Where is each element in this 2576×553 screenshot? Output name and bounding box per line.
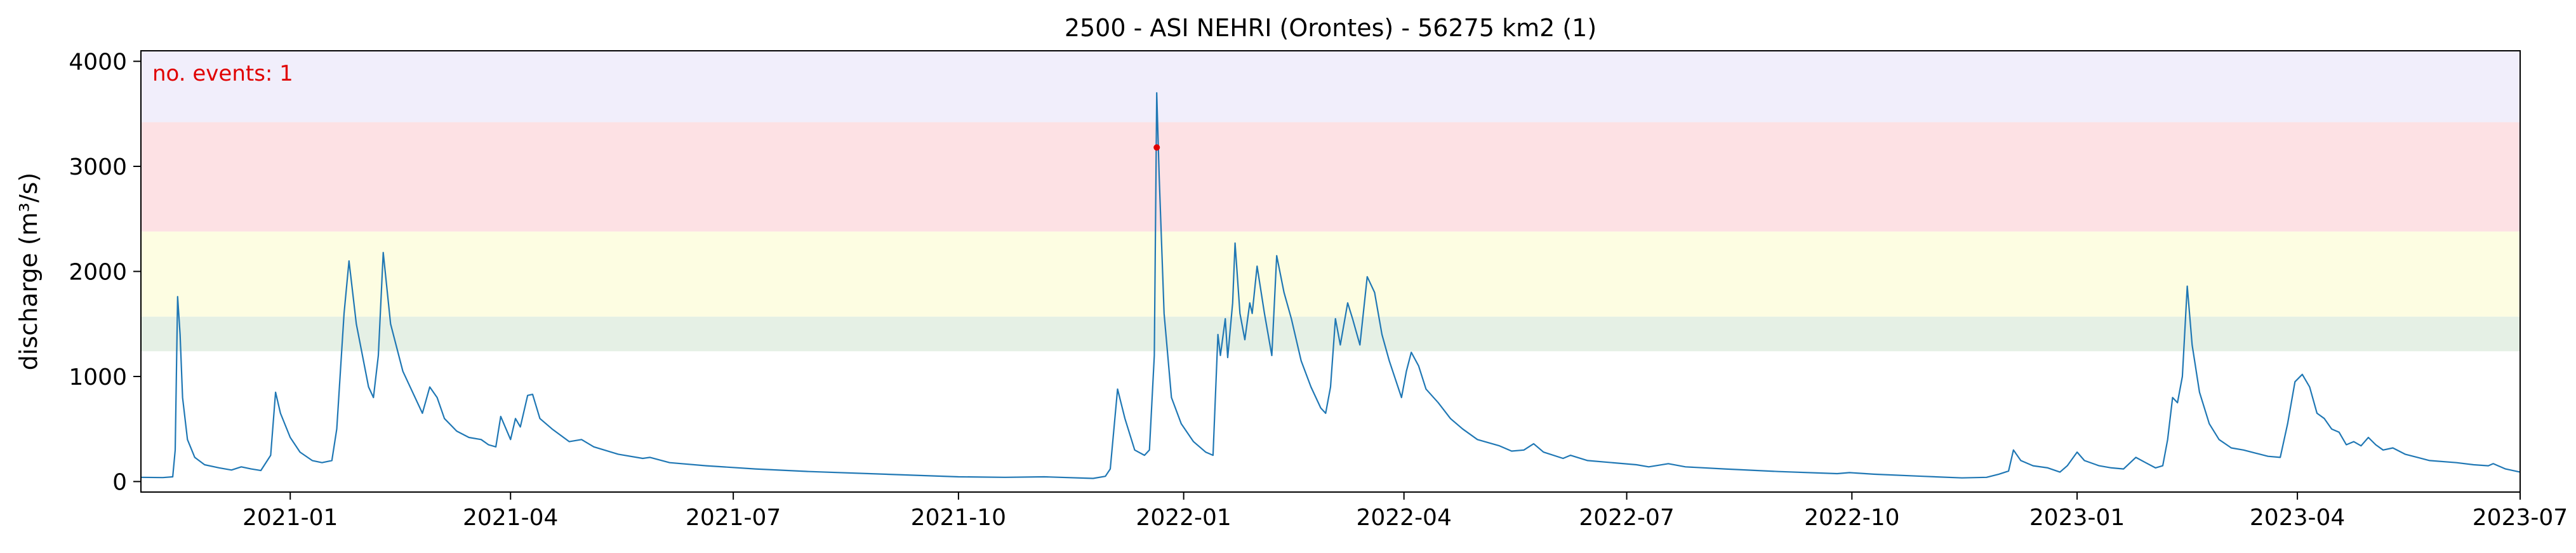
x-tick-label: 2021-01 (242, 505, 338, 531)
x-tick-label: 2023-01 (2029, 505, 2125, 531)
x-axis: 2021-01 2021-04 2021-07 2021-10 2022-01 2022-… (242, 492, 2568, 531)
x-tick-label: 2023-04 (2250, 505, 2345, 531)
x-tick-label: 2022-10 (1804, 505, 1899, 531)
y-tick-label: 2000 (69, 260, 127, 286)
chart-title: 2500 - ASI NEHRI (Orontes) - 56275 km2 (… (1065, 14, 1597, 42)
x-tick-label: 2022-07 (1579, 505, 1674, 531)
x-tick-label: 2021-07 (686, 505, 781, 531)
events-count-annotation: no. events: 1 (152, 61, 293, 86)
discharge-series-line (140, 92, 2521, 479)
threshold-band-1 (141, 231, 2520, 317)
y-tick-label: 4000 (69, 50, 127, 76)
y-axis: 0 1000 2000 3000 4000 (69, 50, 141, 495)
event-point-0 (1153, 144, 1160, 151)
y-tick-label: 3000 (69, 154, 127, 180)
threshold-bands (141, 51, 2520, 352)
event-markers (1153, 144, 1160, 151)
y-axis-label: discharge (m³/s) (15, 173, 43, 371)
x-tick-label: 2021-10 (911, 505, 1006, 531)
threshold-band-0 (141, 316, 2520, 352)
x-tick-label: 2021-04 (463, 505, 558, 531)
x-tick-label: 2022-04 (1356, 505, 1451, 531)
x-tick-label: 2022-01 (1136, 505, 1231, 531)
threshold-band-3 (141, 51, 2520, 123)
y-tick-label: 1000 (69, 364, 127, 390)
series-layer (140, 92, 2521, 479)
y-tick-label: 0 (112, 469, 127, 495)
threshold-band-2 (141, 122, 2520, 232)
x-tick-label: 2023-07 (2473, 505, 2568, 531)
